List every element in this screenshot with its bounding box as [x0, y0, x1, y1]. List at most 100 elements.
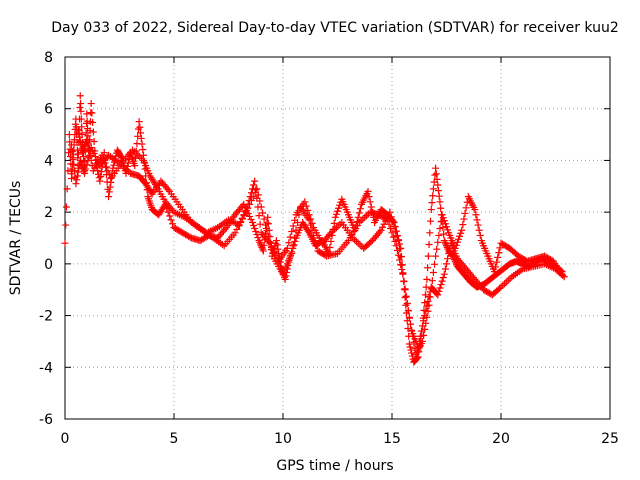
data-point	[252, 228, 260, 236]
data-point	[404, 325, 412, 332]
data-point	[560, 273, 568, 281]
data-point	[283, 260, 291, 268]
data-point	[436, 198, 444, 206]
data-point	[312, 242, 320, 250]
data-point	[260, 215, 268, 223]
data-point	[444, 255, 452, 263]
data-point	[235, 221, 243, 229]
data-point	[84, 132, 92, 140]
data-point	[351, 226, 359, 234]
data-point	[92, 153, 100, 161]
data-point	[285, 256, 293, 264]
data-point	[86, 151, 94, 159]
data-point	[434, 291, 442, 299]
data-point	[434, 181, 442, 189]
data-point	[280, 267, 288, 275]
data-point	[352, 237, 360, 245]
data-point	[492, 263, 500, 271]
data-point	[405, 313, 413, 321]
data-point	[429, 185, 437, 193]
data-point	[436, 225, 444, 233]
data-point	[76, 133, 84, 141]
data-point	[336, 201, 344, 209]
data-point	[445, 250, 453, 258]
data-point	[443, 223, 450, 231]
data-point	[61, 239, 69, 247]
data-point	[364, 187, 372, 195]
y-tick-label: 0	[44, 257, 53, 273]
data-point	[457, 229, 465, 237]
data-point	[85, 146, 93, 154]
data-point	[329, 227, 337, 235]
data-point	[246, 212, 254, 220]
data-point	[68, 147, 76, 155]
data-point	[241, 207, 249, 215]
data-point	[263, 227, 271, 235]
data-point	[264, 213, 272, 221]
data-point	[251, 177, 259, 185]
data-point	[74, 150, 82, 158]
data-point	[391, 237, 399, 245]
data-point	[247, 215, 255, 223]
data-point	[288, 228, 296, 236]
data-point	[494, 253, 502, 261]
data-point	[415, 337, 423, 345]
data-point	[151, 181, 159, 189]
data-point	[291, 234, 299, 242]
data-point	[432, 170, 440, 178]
data-point	[331, 213, 339, 221]
data-point	[254, 234, 262, 242]
data-point	[96, 177, 104, 185]
data-point	[135, 118, 143, 126]
data-point	[462, 204, 470, 212]
data-point	[441, 265, 449, 273]
data-point	[77, 107, 85, 115]
data-point	[286, 253, 294, 261]
data-point	[441, 238, 449, 246]
data-point	[83, 161, 91, 169]
data-point	[326, 243, 334, 251]
data-point	[238, 214, 246, 222]
data-point	[396, 256, 404, 264]
data-point	[136, 153, 144, 161]
data-point	[136, 123, 144, 131]
data-point	[74, 168, 82, 176]
data-point	[63, 185, 71, 193]
data-point	[458, 226, 466, 234]
data-point	[244, 200, 252, 208]
data-point	[408, 352, 416, 360]
data-point	[78, 123, 86, 131]
data-point	[137, 134, 145, 142]
data-point	[383, 214, 391, 222]
data-point	[252, 186, 260, 194]
data-point	[393, 232, 401, 240]
data-point	[364, 210, 372, 218]
data-point	[246, 193, 254, 201]
data-point	[264, 237, 272, 245]
data-point	[417, 327, 425, 335]
data-point	[259, 209, 267, 217]
data-point	[408, 349, 416, 357]
data-point	[399, 269, 407, 277]
data-point	[75, 129, 83, 137]
data-point	[435, 287, 443, 295]
data-point	[437, 218, 445, 226]
data-point	[398, 261, 406, 269]
data-point	[73, 172, 81, 180]
data-point	[402, 293, 410, 301]
data-point	[221, 225, 229, 233]
data-point	[354, 239, 362, 247]
data-point	[255, 237, 263, 245]
data-point	[559, 271, 567, 279]
data-point	[454, 235, 462, 243]
data-point	[137, 129, 145, 137]
data-point	[472, 211, 480, 219]
data-point	[361, 213, 369, 221]
data-point	[247, 189, 255, 197]
data-point	[98, 151, 106, 159]
grid	[65, 57, 610, 419]
x-tick-label: 20	[492, 431, 510, 447]
data-point	[65, 149, 73, 157]
data-point	[460, 215, 468, 223]
data-point	[442, 240, 450, 248]
